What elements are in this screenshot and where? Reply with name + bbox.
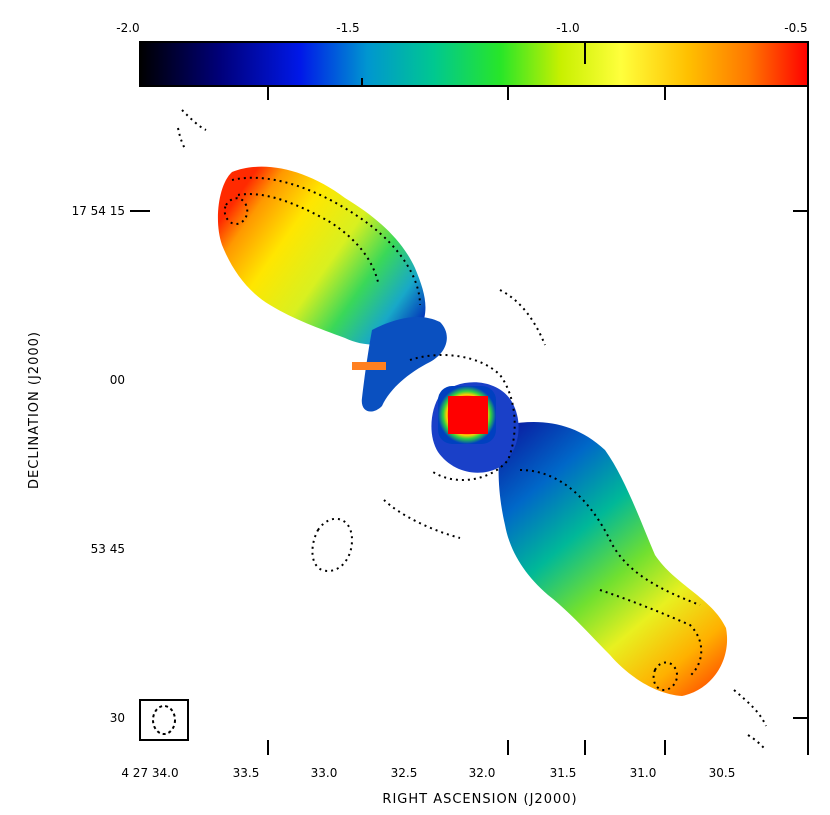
x-tick-label: 30.5 xyxy=(709,766,736,780)
bottom-ticks xyxy=(267,86,666,755)
colorbar-gradient xyxy=(139,41,809,87)
colorbar-tick-label: -2.0 xyxy=(116,21,139,35)
colorbar-tick-label: -1.5 xyxy=(336,21,359,35)
x-tick-label: 32.0 xyxy=(469,766,496,780)
x-tick-label: 33.0 xyxy=(311,766,338,780)
jet-knot-orange xyxy=(352,362,386,370)
contour-se-inner xyxy=(599,589,703,677)
colorbar-tick-label: -0.5 xyxy=(784,21,807,35)
colorbar-tick-label: -1.0 xyxy=(556,21,579,35)
x-tick-label: 33.5 xyxy=(233,766,260,780)
contour-nw-inner xyxy=(237,193,379,283)
beam-box xyxy=(139,699,189,741)
x-axis-label: RIGHT ASCENSION (J2000) xyxy=(382,792,577,807)
beam-ellipse xyxy=(152,705,176,735)
beam-frame xyxy=(139,699,189,741)
contour-se-ring xyxy=(652,661,678,692)
contour-topleft-fragment xyxy=(177,109,207,151)
x-tick-label: 4 27 34.0 xyxy=(121,766,178,780)
y-tick-label: 53 45 xyxy=(91,542,125,556)
x-tick-label: 32.5 xyxy=(391,766,418,780)
x-tick-label: 31.0 xyxy=(630,766,657,780)
heatmap-image xyxy=(217,166,728,696)
contour-se-outer xyxy=(519,469,701,606)
y-axis-label: DECLINATION (J2000) xyxy=(27,331,42,489)
y-tick-label: 30 xyxy=(110,711,125,725)
x-tick-labels: 4 27 34.0 33.5 33.0 32.5 32.0 31.5 31.0 … xyxy=(121,766,735,780)
contour-blob-left xyxy=(311,517,354,572)
contour-rightmost-fragment xyxy=(733,689,767,749)
contour-jet-fragment xyxy=(383,289,546,539)
northwest-lobe xyxy=(217,166,426,345)
contour-nw-ring xyxy=(223,197,249,226)
southeast-lobe xyxy=(498,421,728,696)
plot-frame xyxy=(130,86,809,755)
colorbar-ticks xyxy=(139,42,809,86)
y-tick-label: 17 54 15 xyxy=(72,204,125,218)
contours xyxy=(177,109,767,749)
contour-core xyxy=(409,354,516,482)
jet-bridge xyxy=(361,316,447,412)
y-tick-label: 00 xyxy=(110,373,125,387)
core-saturated xyxy=(448,396,488,434)
colorbar: -2.0 -1.5 -1.0 -0.5 xyxy=(116,21,809,87)
y-tick-labels: 17 54 15 00 53 45 30 xyxy=(72,204,125,725)
x-tick-label: 31.5 xyxy=(550,766,577,780)
right-ticks xyxy=(130,210,808,719)
